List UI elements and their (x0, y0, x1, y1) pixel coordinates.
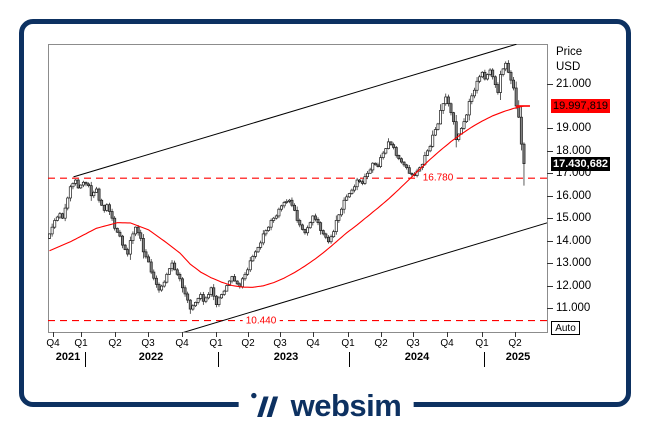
price-tick-mark (547, 240, 553, 242)
time-tick-mark (313, 332, 314, 337)
price-tick-label: 14.000 (556, 234, 592, 247)
support-level-label: 10.440 (242, 315, 280, 327)
year-label: 2024 (404, 351, 430, 363)
resistance-level-label: 16.780 (419, 172, 457, 184)
ma-price-label: 19.997,819 (551, 99, 611, 113)
price-tick-mark (547, 285, 553, 287)
price-tick-label: 13.000 (556, 257, 592, 270)
websim-logo-text: websim (290, 387, 402, 423)
time-tick-mark (447, 332, 448, 337)
price-tick-label: 21.000 (556, 77, 592, 90)
quarter-label: Q4 (175, 338, 189, 349)
quarter-label: Q2 (241, 338, 255, 349)
time-tick-mark (515, 332, 516, 337)
time-tick-mark (115, 332, 116, 337)
quarter-label: Q3 (141, 338, 155, 349)
quarter-label: Q4 (306, 338, 320, 349)
quarter-label: Q2 (508, 338, 522, 349)
price-tick-mark (547, 195, 553, 197)
time-tick-mark (348, 332, 349, 337)
time-tick-mark (81, 332, 82, 337)
year-label: 2022 (138, 351, 164, 363)
year-separator (218, 352, 219, 367)
year-label: 2025 (505, 351, 531, 363)
year-separator (85, 352, 86, 367)
websim-logo-icon (251, 392, 279, 417)
price-tick-mark (547, 150, 553, 152)
time-tick-mark (413, 332, 414, 337)
last-price-label: 17.430,682 (551, 156, 611, 171)
price-tick-mark (547, 83, 553, 85)
quarter-label: Q2 (374, 338, 388, 349)
quarter-label: Q2 (108, 338, 122, 349)
quarter-label: Q1 (341, 338, 355, 349)
price-axis-title: Price (556, 46, 583, 58)
quarter-label: Q4 (46, 338, 60, 349)
price-tick-label: 12.000 (556, 279, 592, 292)
quarter-label: Q3 (406, 338, 420, 349)
price-tick-mark (547, 307, 553, 309)
quarter-label: Q1 (475, 338, 489, 349)
quarter-label: Q3 (273, 338, 287, 349)
time-tick-mark (216, 332, 217, 337)
time-tick-mark (280, 332, 281, 337)
chart-plot-area[interactable] (48, 44, 548, 333)
time-tick-mark (381, 332, 382, 337)
time-tick-mark (53, 332, 54, 337)
price-tick-label: 16.000 (556, 189, 592, 202)
price-tick-mark (547, 218, 553, 220)
price-tick-mark (547, 263, 553, 265)
price-tick-label: 11.000 (556, 301, 591, 314)
time-tick-mark (182, 332, 183, 337)
price-axis-unit: USD (556, 61, 581, 73)
year-separator (484, 352, 485, 367)
quarter-label: Q1 (209, 338, 223, 349)
quarter-label: Q1 (74, 338, 88, 349)
price-tick-label: 15.000 (556, 212, 592, 225)
year-label: 2023 (273, 351, 299, 363)
price-tick-mark (547, 128, 553, 130)
price-tick-label: 19.000 (556, 122, 592, 135)
quarter-label: Q4 (440, 338, 454, 349)
auto-scale-button[interactable]: Auto (551, 321, 580, 335)
year-label: 2021 (55, 351, 81, 363)
time-tick-mark (248, 332, 249, 337)
websim-logo: websim (238, 384, 414, 426)
time-tick-mark (148, 332, 149, 337)
year-separator (349, 352, 350, 367)
time-tick-mark (482, 332, 483, 337)
price-tick-mark (547, 173, 553, 175)
price-tick-label: 18.000 (556, 144, 592, 157)
